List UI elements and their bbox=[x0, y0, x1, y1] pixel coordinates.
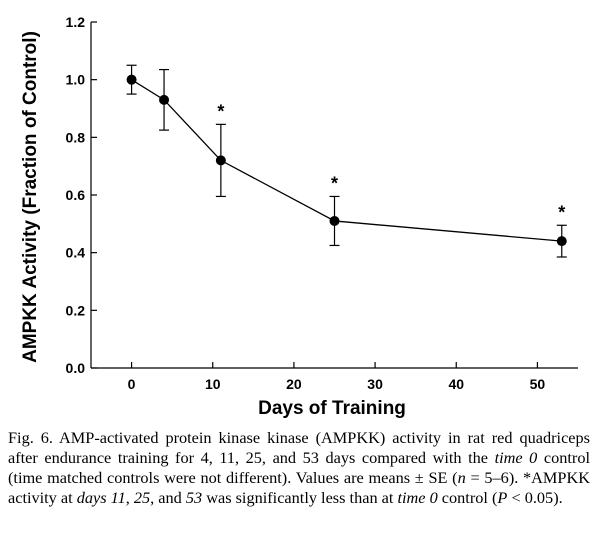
caption-segment: control (time matched controls were not … bbox=[8, 448, 590, 487]
caption-segment: = 5–6). *AMPKK activity at bbox=[8, 468, 590, 507]
data-point bbox=[329, 215, 340, 226]
caption-segment: time 0 bbox=[397, 488, 438, 507]
x-tick-label: 40 bbox=[448, 376, 464, 392]
significance-marker: * bbox=[217, 101, 224, 121]
data-marks: * * * bbox=[126, 64, 567, 258]
x-tick-label: 10 bbox=[205, 376, 221, 392]
y-tick-label: 0.4 bbox=[66, 245, 86, 261]
caption-segment: AMP-activated protein kinase kinase (AMP… bbox=[8, 428, 591, 467]
x-tick-label: 20 bbox=[286, 376, 302, 392]
significance-marker: * bbox=[558, 202, 565, 222]
x-tick-label: 50 bbox=[530, 376, 546, 392]
axes: 0.0 0.2 0.4 0.6 0.8 1.0 1.2 0 10 20 30 40 50 bbox=[66, 14, 578, 392]
figure-caption: Fig. 6. AMP-activated protein kinase kin… bbox=[8, 428, 590, 508]
caption-segment: P bbox=[497, 488, 508, 507]
caption-segment: time 0 bbox=[494, 448, 538, 467]
y-tick-label: 0.2 bbox=[66, 302, 86, 318]
data-point bbox=[126, 74, 137, 85]
data-point bbox=[159, 94, 170, 105]
caption-body: AMP-activated protein kinase kinase (AMP… bbox=[8, 428, 590, 507]
chart: 0.0 0.2 0.4 0.6 0.8 1.0 1.2 0 10 20 30 40 50 * * * Day… bbox=[20, 14, 578, 419]
caption-fig-label: Fig. 6. bbox=[8, 428, 53, 447]
caption-segment: < 0.05). bbox=[507, 488, 563, 507]
y-tick-label: 0.8 bbox=[66, 129, 86, 145]
y-tick-label: 1.0 bbox=[66, 72, 86, 88]
significance-marker: * bbox=[331, 173, 338, 193]
y-tick-label: 1.2 bbox=[66, 14, 86, 30]
caption-segment: , and bbox=[150, 488, 186, 507]
caption-segment: control ( bbox=[437, 488, 498, 507]
caption-segment: , bbox=[125, 488, 134, 507]
caption-segment: was significantly less than at bbox=[202, 488, 398, 507]
x-axis-title: Days of Training bbox=[258, 398, 406, 419]
y-axis-title: AMPKK Activity (Fraction of Control) bbox=[20, 31, 41, 363]
x-tick-label: 30 bbox=[367, 376, 383, 392]
caption-segment: 53 bbox=[185, 488, 203, 507]
x-tick-label: 0 bbox=[128, 376, 136, 392]
caption-segment: days 11 bbox=[76, 488, 126, 507]
y-tick-label: 0.0 bbox=[66, 360, 86, 376]
series-line bbox=[131, 79, 562, 242]
caption-segment: 25 bbox=[133, 488, 151, 507]
data-point bbox=[556, 236, 567, 247]
caption-segment: n bbox=[457, 468, 466, 487]
y-tick-label: 0.6 bbox=[66, 187, 86, 203]
data-point bbox=[215, 155, 226, 166]
